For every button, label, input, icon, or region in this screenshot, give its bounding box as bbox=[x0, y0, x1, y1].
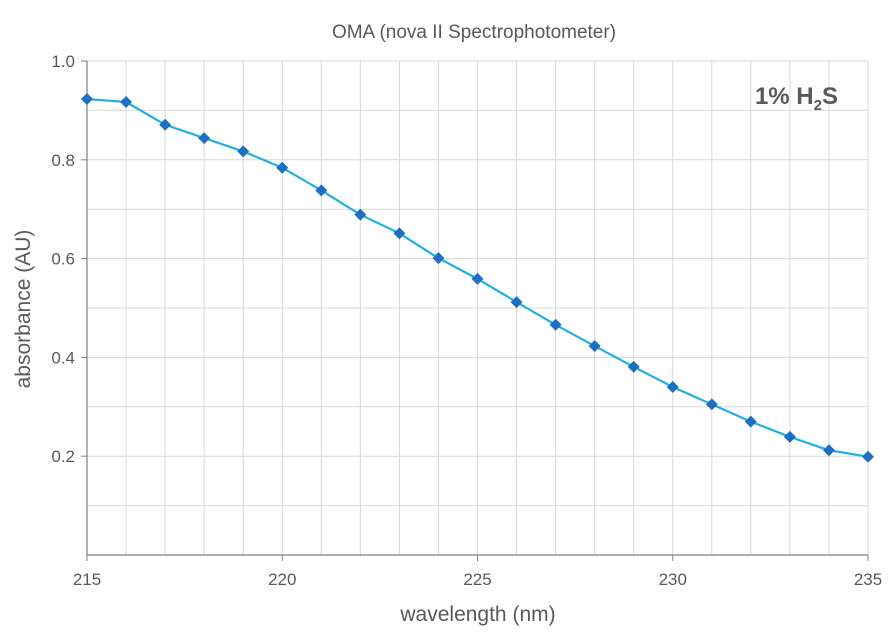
data-point-marker bbox=[783, 430, 796, 443]
data-point-marker bbox=[237, 145, 250, 158]
data-point-marker bbox=[705, 398, 718, 411]
data-point-marker bbox=[588, 340, 601, 353]
y-tick-label: 0.2 bbox=[51, 447, 75, 466]
y-axis-label: absorbance (AU) bbox=[12, 230, 35, 389]
data-point-marker bbox=[627, 360, 640, 373]
data-point-marker bbox=[549, 318, 562, 331]
data-point-marker bbox=[822, 444, 835, 457]
data-point-marker bbox=[471, 272, 484, 285]
grid-lines bbox=[87, 60, 869, 555]
data-point-marker bbox=[432, 252, 445, 265]
data-point-marker bbox=[510, 296, 523, 309]
data-series bbox=[81, 93, 874, 463]
y-tick-label: 0.8 bbox=[51, 151, 75, 170]
tick-labels: 0.2 0.4 0.6 0.8 1.0 215 220 225 230 235 bbox=[51, 52, 882, 589]
x-tick-label: 225 bbox=[463, 570, 491, 589]
chart-title: OMA (nova II Spectrophotometer) bbox=[332, 22, 616, 43]
data-point-marker bbox=[862, 450, 874, 463]
data-point-marker bbox=[744, 415, 757, 428]
annotation-label: 1% H2S bbox=[755, 83, 838, 114]
x-tick-label: 235 bbox=[854, 570, 882, 589]
data-point-marker bbox=[354, 208, 367, 221]
data-point-marker bbox=[276, 161, 289, 174]
y-tick-label: 0.4 bbox=[51, 348, 75, 367]
y-tick-label: 0.6 bbox=[51, 250, 75, 269]
annotation-subscript: 2 bbox=[814, 97, 822, 114]
data-point-marker bbox=[315, 184, 328, 197]
y-tick-label: 1.0 bbox=[51, 52, 75, 71]
x-tick-label: 230 bbox=[659, 570, 687, 589]
data-point-marker bbox=[666, 381, 679, 394]
data-point-marker bbox=[81, 93, 93, 106]
annotation-prefix: 1% H bbox=[755, 83, 814, 110]
x-tick-label: 220 bbox=[268, 570, 296, 589]
data-point-marker bbox=[120, 96, 133, 109]
x-tick-label: 215 bbox=[73, 570, 101, 589]
annotation-suffix: S bbox=[822, 83, 838, 110]
x-axis-label: wavelength (nm) bbox=[399, 603, 555, 626]
axes bbox=[81, 60, 869, 561]
data-point-marker bbox=[159, 118, 172, 131]
data-point-marker bbox=[198, 132, 211, 145]
data-point-marker bbox=[393, 227, 406, 240]
